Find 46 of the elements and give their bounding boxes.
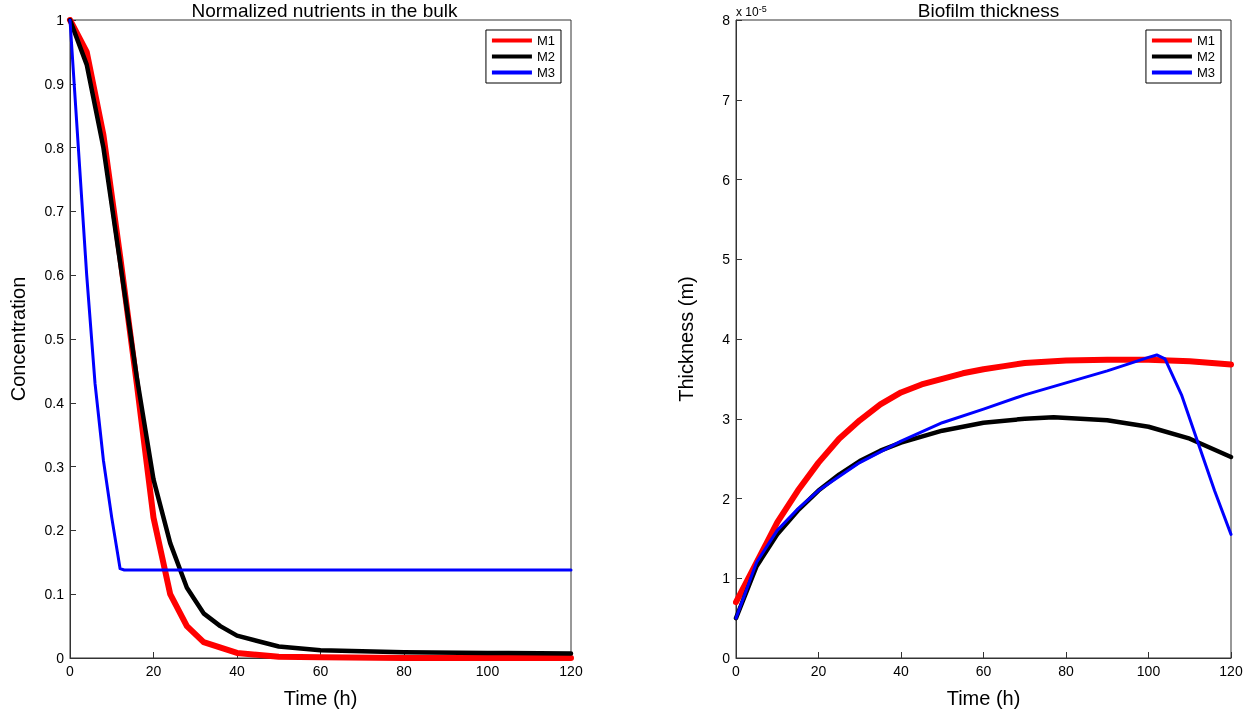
chart-title: Biofilm thickness: [917, 0, 1060, 21]
x-tick-label: 0: [732, 663, 741, 679]
x-tick-label: 0: [66, 663, 75, 679]
x-tick-label: 100: [475, 663, 500, 679]
legend-label: M2: [1196, 49, 1215, 64]
x-axis-title: Time (h): [946, 687, 1021, 709]
y-tick-label: 0: [56, 650, 65, 666]
y-tick-label: 0.5: [44, 331, 65, 347]
y-tick-label: 0.7: [44, 203, 65, 220]
y-tick-label: 0.6: [44, 267, 65, 284]
y-tick-label: 0.4: [44, 394, 65, 411]
y-tick-label: 1: [722, 570, 731, 587]
y-tick-label: 0.8: [44, 139, 65, 156]
x-tick-label: 120: [1219, 663, 1243, 679]
chart-title: Normalized nutrients in the bulk: [191, 0, 459, 21]
x-tick-label: 80: [396, 663, 412, 679]
y-tick-label: 4: [722, 331, 731, 347]
y-tick-label: 0.1: [44, 586, 65, 603]
legend-label: M3: [536, 65, 555, 80]
legend-label: M1: [1196, 33, 1215, 48]
y-axis-title: Thickness (m): [675, 276, 697, 402]
legend-label: M1: [536, 33, 555, 48]
y-tick-label: 2: [722, 490, 731, 507]
x-tick-label: 60: [975, 663, 992, 679]
x-tick-label: 40: [893, 663, 909, 679]
x-tick-label: 20: [810, 663, 827, 679]
x-tick-label: 60: [312, 663, 329, 679]
x-tick-label: 120: [559, 663, 583, 679]
y-tick-label: 0: [722, 650, 731, 666]
y-tick-label: 3: [722, 410, 731, 427]
legend-label: M2: [536, 49, 555, 64]
y-tick-label: 5: [722, 251, 731, 268]
y-tick-label: 0.3: [44, 458, 65, 475]
x-axis-title: Time (h): [283, 687, 358, 709]
y-tick-label: 8: [722, 12, 731, 28]
y-tick-label: 0.9: [44, 75, 65, 92]
x-tick-label: 80: [1058, 663, 1074, 679]
x-tick-label: 100: [1136, 663, 1161, 679]
y-tick-label: 0.2: [44, 522, 65, 539]
y-tick-label: 6: [722, 171, 731, 188]
y-axis-title: Concentration: [7, 276, 29, 402]
legend-label: M3: [1196, 65, 1215, 80]
x-tick-label: 20: [145, 663, 162, 679]
y-tick-label: 7: [722, 91, 731, 108]
x-tick-label: 40: [229, 663, 245, 679]
y-tick-label: 1: [56, 12, 65, 28]
